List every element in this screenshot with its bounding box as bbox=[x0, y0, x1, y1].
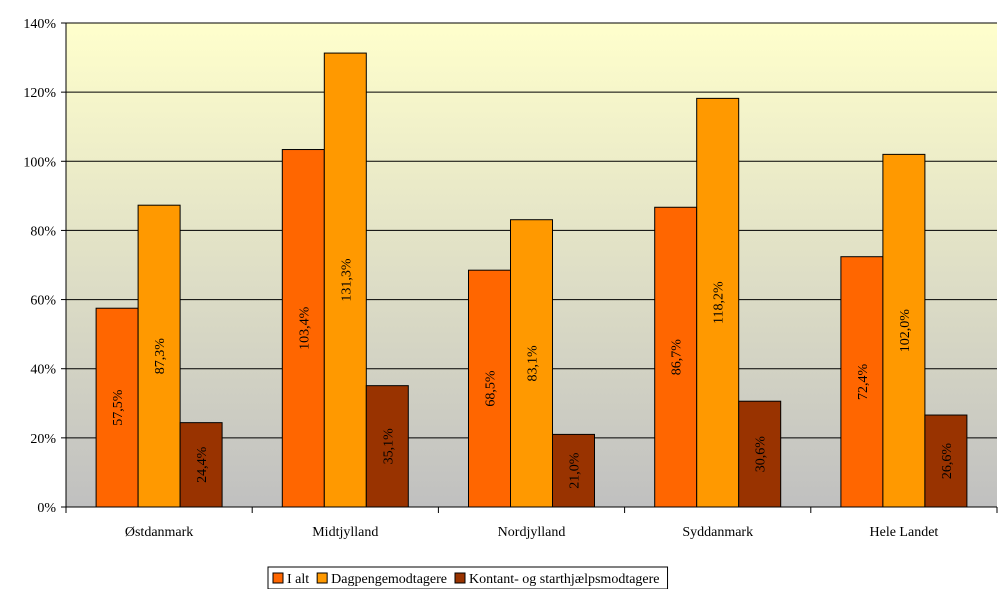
legend-swatch bbox=[316, 572, 328, 584]
y-tick-label: 60% bbox=[30, 294, 56, 309]
data-label: 26,6% bbox=[940, 443, 955, 480]
category-label: Nordjylland bbox=[498, 525, 566, 540]
data-label: 30,6% bbox=[754, 436, 769, 473]
data-label: 118,2% bbox=[712, 281, 727, 324]
bar bbox=[738, 400, 782, 508]
axes bbox=[61, 22, 998, 513]
data-label: 131,3% bbox=[339, 258, 354, 302]
category-label: Syddanmark bbox=[682, 525, 753, 540]
y-tick-label: 80% bbox=[30, 224, 56, 239]
data-label: 35,1% bbox=[381, 428, 396, 465]
data-label: 102,0% bbox=[898, 309, 913, 353]
bars bbox=[95, 52, 968, 508]
data-label: 57,5% bbox=[111, 389, 126, 426]
category-label: Østdanmark bbox=[125, 525, 193, 540]
y-tick-label: 20% bbox=[30, 432, 56, 447]
data-label: 72,4% bbox=[856, 363, 871, 400]
category-label: Hele Landet bbox=[870, 525, 939, 540]
bar bbox=[840, 256, 884, 508]
bar bbox=[924, 414, 968, 508]
y-tick-label: 120% bbox=[23, 86, 56, 101]
legend-label: I alt bbox=[287, 572, 309, 587]
y-tick-label: 100% bbox=[23, 155, 56, 170]
data-label: 24,4% bbox=[195, 446, 210, 483]
data-label: 86,7% bbox=[670, 339, 685, 376]
bar bbox=[281, 149, 325, 508]
y-tick-label: 140% bbox=[23, 17, 56, 32]
bar bbox=[510, 219, 553, 508]
y-tick-label: 40% bbox=[30, 363, 56, 378]
data-label: 21,0% bbox=[568, 452, 583, 489]
category-label: Midtjylland bbox=[312, 525, 378, 540]
legend-label: Kontant- og starthjælpsmodtagere bbox=[469, 572, 660, 587]
bar bbox=[365, 385, 409, 508]
bar bbox=[468, 269, 511, 508]
data-label: 83,1% bbox=[526, 345, 541, 382]
data-label: 103,4% bbox=[297, 306, 312, 350]
bar bbox=[137, 204, 181, 508]
legend-swatch bbox=[454, 572, 466, 584]
bar bbox=[882, 153, 926, 508]
data-label: 68,5% bbox=[484, 370, 499, 407]
y-tick-label: 0% bbox=[37, 501, 56, 516]
bar bbox=[323, 52, 367, 508]
bar bbox=[696, 97, 740, 508]
bar bbox=[654, 206, 698, 508]
legend: I alt Dagpengemodtagere Kontant- og starth… bbox=[267, 566, 669, 590]
data-label: 87,3% bbox=[153, 338, 168, 375]
labels: 0% 20% 40% 60% 80% 100% 120% 140% 57,5% 87,3% 24,4… bbox=[23, 17, 955, 540]
bar bbox=[552, 433, 595, 508]
legend-label: Dagpengemodtagere bbox=[331, 572, 447, 587]
legend-swatch bbox=[272, 572, 284, 584]
